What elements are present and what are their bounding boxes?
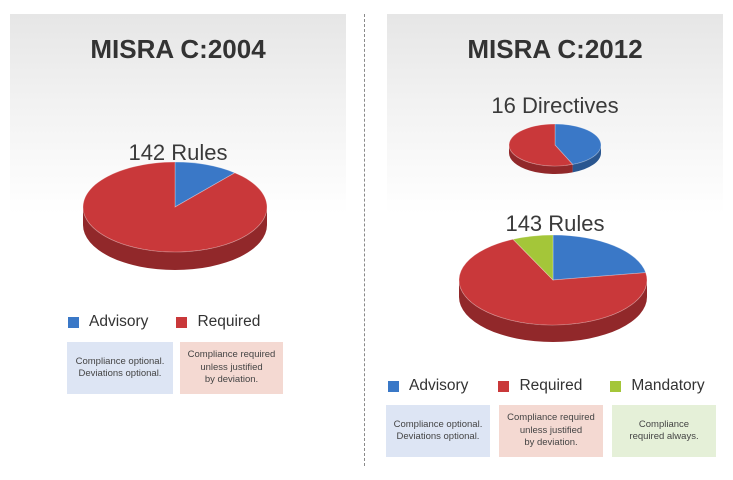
legend-swatch-advisory <box>68 316 79 328</box>
pie-2004-rules-title: 142 Rules <box>128 140 228 165</box>
pie-2012-rules-title: 143 Rules <box>505 211 605 236</box>
pie-slice-advisory <box>554 123 602 165</box>
legend-swatch-required <box>176 316 188 328</box>
note-required-2012: Compliance required unless justified by … <box>499 405 603 457</box>
pie-chart-2012-directives <box>508 123 602 174</box>
legend-label-required: Required <box>519 377 583 394</box>
legend-label-advisory: Advisory <box>89 313 149 330</box>
misra-2012-title: MISRA C:2012 <box>467 34 643 64</box>
pie-side-required <box>83 207 267 270</box>
pie-slice-required <box>82 161 268 253</box>
legend-item-advisory: Advisory <box>68 313 148 331</box>
pie-slice-required <box>458 238 648 326</box>
note-required-2004: Compliance required unless justified by … <box>180 342 283 394</box>
pie-side-advisory <box>572 145 601 173</box>
misra-2004-title: MISRA C:2004 <box>90 34 266 64</box>
pie-slice-advisory <box>552 234 647 281</box>
pie-side-required <box>459 280 647 342</box>
legend-label-required: Required <box>197 313 261 330</box>
note-mandatory-2012: Compliance required always. <box>612 405 716 457</box>
legend-swatch-mandatory <box>610 380 622 392</box>
legend-2012: Advisory Required Mandatory <box>388 377 705 395</box>
legend-label-advisory: Advisory <box>409 377 469 394</box>
misra-2012-header-panel: MISRA C:2012 <box>387 14 723 214</box>
legend-swatch-advisory <box>388 380 399 392</box>
note-advisory-2004: Compliance optional. Deviations optional… <box>67 342 173 394</box>
legend-item-required: Required <box>176 313 260 331</box>
legend-item-mandatory: Mandatory <box>610 377 705 395</box>
pie-chart-2004-rules <box>82 161 268 270</box>
pie-chart-2012-rules <box>458 234 648 342</box>
pie-2012-directives-title: 16 Directives <box>491 93 619 118</box>
panel-divider <box>364 14 365 466</box>
pie-slice-required <box>508 123 574 167</box>
pie-slice-mandatory <box>512 234 554 281</box>
pie-side-required <box>509 145 573 174</box>
legend-swatch-required <box>498 380 510 392</box>
legend-label-mandatory: Mandatory <box>631 377 705 394</box>
legend-item-required: Required <box>498 377 582 395</box>
pie-slice-advisory <box>174 161 236 208</box>
note-advisory-2012: Compliance optional. Deviations optional… <box>386 405 490 457</box>
legend-item-advisory: Advisory <box>388 377 468 395</box>
legend-2004: Advisory Required <box>68 313 260 331</box>
